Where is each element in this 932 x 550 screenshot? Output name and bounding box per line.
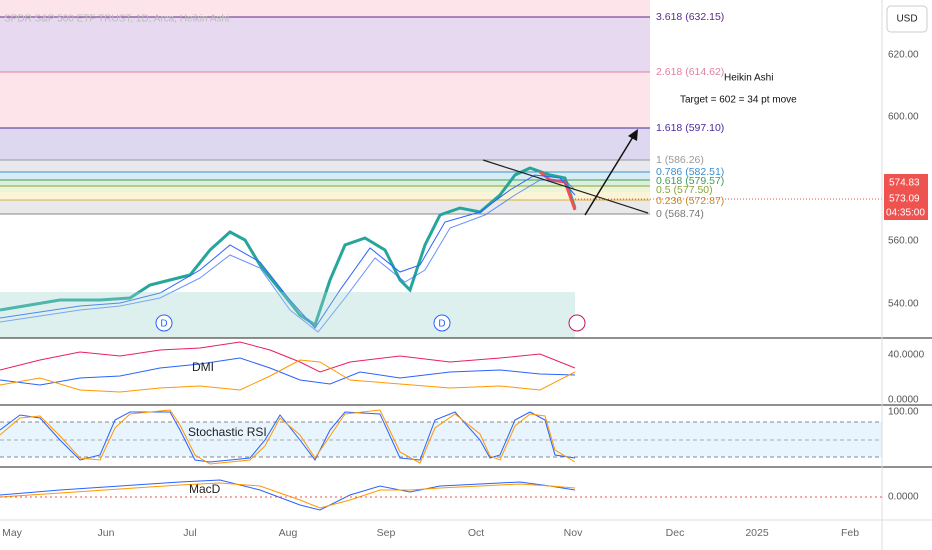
price-axis-label: 600.00: [888, 112, 919, 123]
time-label: Sep: [377, 527, 396, 539]
volume-bars: [0, 292, 575, 338]
indicator-label: MacD: [189, 482, 221, 496]
time-label: Oct: [468, 527, 484, 539]
fib-label: 2.618 (614.62): [656, 66, 724, 78]
dividend-label: D: [160, 319, 167, 330]
dividend-icon: [155, 314, 173, 332]
time-label: Nov: [564, 527, 583, 539]
arrow-head: [628, 129, 638, 141]
time-label: Aug: [279, 527, 298, 539]
dmi-lines: [0, 341, 576, 393]
currency[interactable]: USD: [896, 14, 917, 25]
fib-label: 3.618 (632.15): [656, 11, 724, 23]
time-label: Jun: [98, 527, 115, 539]
time-axis: May Jun Jul Aug Sep Oct Nov Dec 2025 Feb: [2, 527, 859, 539]
fib-bands: [0, 0, 650, 215]
time-label: Dec: [666, 527, 685, 539]
time-label: 2025: [745, 527, 769, 539]
fib-label: 1.618 (597.10): [656, 122, 724, 134]
currency-button[interactable]: [886, 5, 928, 33]
dividend-icon: [433, 314, 451, 332]
annotation-title: Heikin Ashi: [724, 73, 773, 84]
time-label: May: [2, 527, 23, 539]
fib-label: 0.5 (577.50): [656, 184, 713, 196]
stoch-lines: [0, 409, 576, 465]
time-label: Feb: [841, 527, 859, 539]
indicator-label: DMI: [192, 360, 214, 374]
trend-line: [482, 159, 649, 214]
indicator-axis-label: 0.0000: [888, 492, 919, 503]
fib-label: 0.236 (572.87): [656, 195, 724, 207]
annotation-text: Target = 602 = 34 pt move: [680, 95, 797, 106]
time-label: Jul: [183, 527, 196, 539]
fib-label: 0.786 (582.51): [656, 166, 724, 178]
price-tag-label: 574.83: [889, 178, 920, 189]
fib-label: 1 (586.26): [656, 154, 704, 166]
countdown-label: 04:35:00: [886, 208, 925, 219]
fib-label: 0.618 (579.57): [656, 175, 724, 187]
fib-label: 0 (568.74): [656, 208, 704, 220]
price-path: [0, 166, 577, 333]
price-axis-label: 560.00: [888, 236, 919, 247]
indicator-axis-label: 0.0000: [888, 395, 919, 406]
price-tag: [884, 174, 928, 220]
macd-lines: [0, 479, 882, 511]
indicator-axis-label: 100.00: [888, 407, 919, 418]
price-axis-label: 620.00: [888, 50, 919, 61]
earnings-icon: [568, 314, 586, 332]
dividend-label: D: [438, 319, 445, 330]
price-tag-label: 573.09: [889, 194, 920, 205]
target-arrow: [584, 131, 637, 216]
indicator-axis-label: 40.0000: [888, 350, 925, 361]
indicator-label: Stochastic RSI: [188, 425, 267, 439]
price-axis-label: 540.00: [888, 299, 919, 310]
symbol-title: SPDR S&P 500 ETF TRUST, 1D, Arca, Heikin…: [4, 14, 229, 25]
